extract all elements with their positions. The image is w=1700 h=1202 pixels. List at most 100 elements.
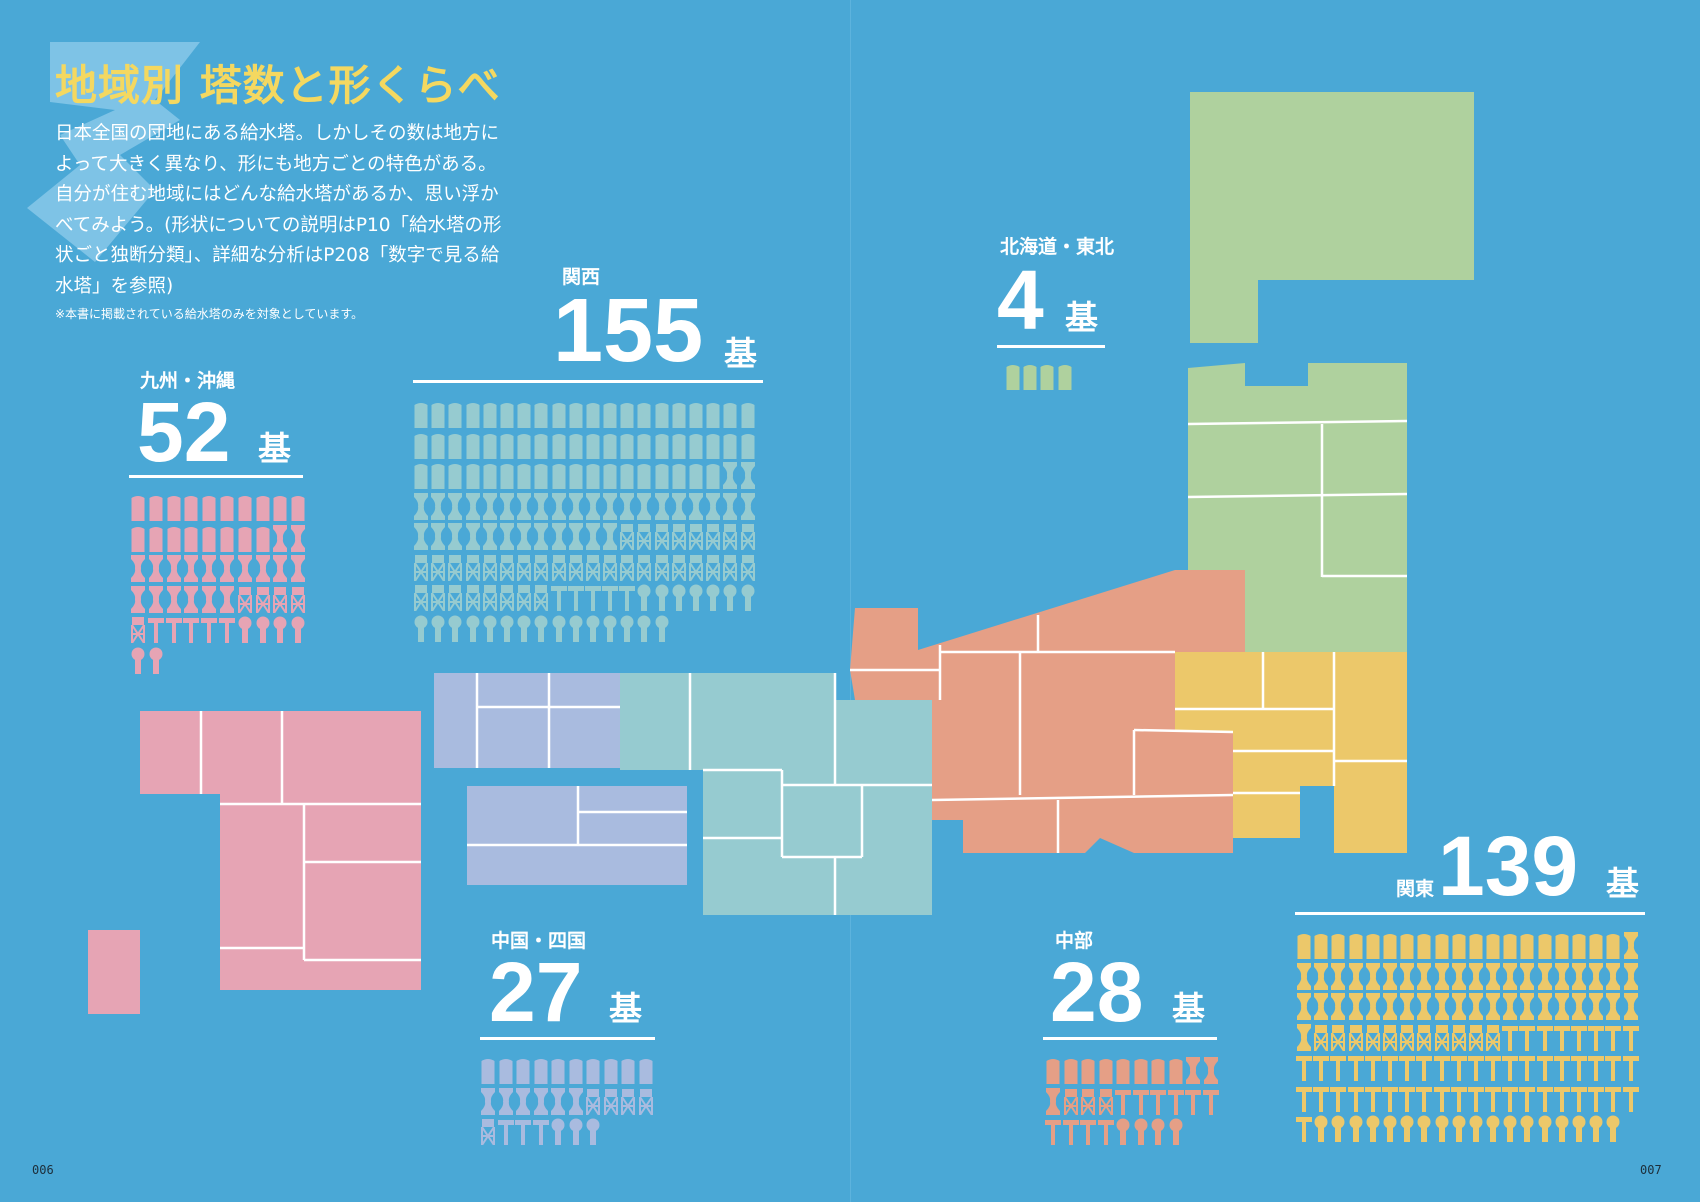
tower-icon-other <box>414 615 428 642</box>
footnote: ※本書に掲載されている給水塔のみを対象としています。 <box>55 307 364 321</box>
tower-icon-flared <box>1297 962 1311 990</box>
tower-icon-cylinder <box>483 464 497 489</box>
tower-icon-flared <box>1331 993 1346 1020</box>
count-unit: 基 <box>258 429 291 468</box>
tower-icon-lattice <box>1331 1024 1346 1051</box>
tower-icon-cylinder <box>706 433 720 459</box>
tower-icon-flared <box>1503 962 1518 990</box>
tower-icon-flared <box>551 492 566 520</box>
tower-icon-other <box>1151 1118 1165 1145</box>
tower-icon-cylinder <box>499 1059 512 1084</box>
tower-icon-t <box>1588 1086 1605 1112</box>
tower-icon-flared <box>166 555 181 582</box>
tower-icon-t <box>1313 1086 1330 1112</box>
tower-icon-cylinder <box>586 403 600 428</box>
tower-icon-t <box>1502 1025 1519 1051</box>
tower-icon-cylinder <box>517 403 531 428</box>
tower-icon-t <box>1150 1089 1166 1115</box>
tower-icon-cylinder <box>500 433 514 459</box>
tower-icon-cylinder <box>291 496 305 521</box>
tower-icon-other <box>1520 1115 1534 1142</box>
tower-icon-lattice <box>637 524 652 550</box>
tower-icon-flared <box>637 492 652 520</box>
tower-icon-cylinder <box>552 433 565 459</box>
tower-icon-flared <box>291 555 306 582</box>
tower-icon-t <box>1571 1086 1587 1112</box>
tower-icon-flared <box>533 1087 548 1115</box>
tower-icon-cylinder <box>1046 1059 1060 1084</box>
tower-icon-other <box>1169 1118 1182 1145</box>
tower-icon-flared <box>465 492 480 520</box>
tower-icon-cylinder <box>448 433 462 459</box>
tower-icon-cylinder <box>500 403 514 428</box>
tower-icon-flared <box>534 523 549 550</box>
tower-icon-flared <box>1623 962 1638 990</box>
tower-icon-flared <box>1623 993 1638 1020</box>
tower-icon-flared <box>1468 962 1483 990</box>
tower-icon-other <box>1606 1115 1620 1142</box>
page-title: 地域別 塔数と形くらべ <box>55 61 501 110</box>
region-count: 52 <box>137 385 231 479</box>
tower-icon-t <box>1536 1086 1553 1112</box>
tower-icon-cylinder <box>723 403 737 428</box>
tower-icon-flared <box>654 492 669 520</box>
tower-icon-flared <box>517 523 532 550</box>
tower-icon-flared <box>482 523 497 550</box>
tower-icon-lattice <box>637 554 652 581</box>
tower-icon-t <box>1450 1056 1467 1081</box>
tower-icon-lattice <box>620 554 635 581</box>
tower-icon-other <box>131 647 145 674</box>
tower-icon-flared <box>1314 993 1329 1020</box>
tower-icon-cylinder <box>620 403 634 428</box>
tower-icon-other <box>517 615 531 642</box>
tower-icon-t <box>1416 1086 1433 1112</box>
tower-icon-t <box>1399 1086 1416 1112</box>
tower-icon-flared <box>1520 993 1535 1020</box>
tower-icon-flared <box>499 523 514 550</box>
tower-icon-lattice <box>723 524 738 550</box>
tower-icon-flared <box>740 462 755 489</box>
tower-icon-flared <box>516 1087 530 1115</box>
tower-icon-cylinder <box>517 433 531 459</box>
tower-icon-other <box>1538 1115 1552 1142</box>
tower-icon-cylinder <box>689 403 703 428</box>
tower-icon-flared <box>1468 993 1483 1020</box>
tower-icon-other <box>1572 1115 1586 1142</box>
tower-icon-t <box>1202 1089 1219 1115</box>
tower-icon-cylinder <box>586 433 600 459</box>
tower-icon-flared <box>1486 993 1501 1020</box>
tower-icon-lattice <box>482 585 497 611</box>
tower-icon-cylinder <box>552 403 565 428</box>
tower-icon-flared <box>482 492 497 520</box>
tower-icon-t <box>1553 1086 1570 1112</box>
tower-icon-cylinder <box>637 433 651 459</box>
region-name: 関西 <box>562 266 601 288</box>
tower-icon-cylinder <box>723 433 737 459</box>
tower-icon-other <box>586 615 600 642</box>
tower-icon-other <box>551 1118 565 1145</box>
tower-icon-t <box>1364 1056 1381 1081</box>
tower-icon-lattice <box>551 554 566 581</box>
tower-icon-lattice <box>499 585 514 611</box>
tower-icon-lattice <box>431 585 446 611</box>
tower-icon-t <box>147 618 164 643</box>
tower-icon-flared <box>1186 1057 1200 1084</box>
region-count: 4 <box>997 253 1044 347</box>
tower-icon-cylinder <box>1469 934 1483 959</box>
tower-icon-flared <box>1314 962 1329 990</box>
tower-icon-t <box>1553 1056 1570 1081</box>
tower-icon-flared <box>1365 993 1380 1020</box>
tower-icon-other <box>1366 1115 1380 1142</box>
tower-icon-flared <box>148 555 163 582</box>
tower-icon-lattice <box>1400 1024 1415 1051</box>
tower-icon-cylinder <box>238 496 252 521</box>
tower-icon-lattice <box>706 554 721 581</box>
tower-icon-flared <box>1434 962 1449 990</box>
tower-icon-flared <box>291 524 306 552</box>
tower-icon-other <box>448 615 462 642</box>
tower-icon-flared <box>184 585 199 613</box>
map-hokkaido-tohoku <box>1187 92 1474 652</box>
chapter-number-decoration <box>27 42 200 262</box>
tower-icon-cylinder <box>1435 934 1448 959</box>
tower-icon-other <box>1331 1115 1345 1142</box>
